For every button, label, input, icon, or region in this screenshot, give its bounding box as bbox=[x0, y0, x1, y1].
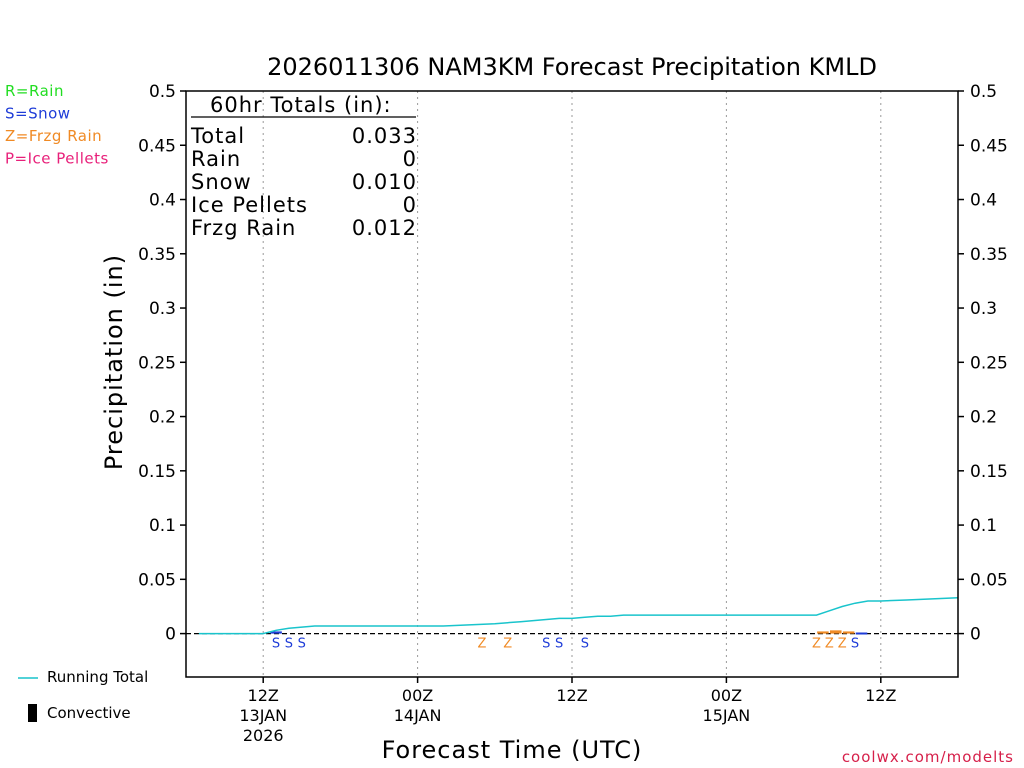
y-tick-label-left-8: 0.4 bbox=[149, 191, 176, 211]
x-tick-label-0-0: 12Z bbox=[248, 686, 279, 705]
ptype-legend-item-3: P=Ice Pellets bbox=[5, 150, 109, 168]
ptype-legend-item-0: R=Rain bbox=[5, 82, 64, 100]
y-tick-label-left-0: 0 bbox=[165, 625, 176, 645]
x-tick-label-1-1: 14JAN bbox=[394, 706, 442, 725]
y-tick-label-right-9: 0.45 bbox=[970, 136, 1008, 156]
totals-value-0: 0.033 bbox=[352, 124, 417, 148]
precip-bar-3 bbox=[842, 631, 855, 634]
ptype-mark-10: Z bbox=[838, 637, 847, 652]
y-tick-label-left-9: 0.45 bbox=[138, 136, 176, 156]
ptype-mark-11: S bbox=[851, 637, 859, 652]
y-tick-label-left-7: 0.35 bbox=[138, 245, 176, 265]
precip-bar-0 bbox=[270, 631, 282, 634]
ptype-mark-9: Z bbox=[825, 637, 834, 652]
totals-value-3: 0 bbox=[403, 193, 417, 217]
x-axis-label: Forecast Time (UTC) bbox=[382, 736, 643, 764]
ptype-mark-4: Z bbox=[503, 637, 512, 652]
totals-header: 60hr Totals (in): bbox=[210, 93, 392, 117]
precip-bar-1 bbox=[817, 631, 829, 634]
totals-label-0: Total bbox=[190, 124, 245, 148]
series-legend: Running Total Convective bbox=[18, 668, 148, 722]
x-tick-label-4-0: 12Z bbox=[865, 686, 896, 705]
totals-value-4: 0.012 bbox=[352, 216, 417, 240]
y-tick-label-right-4: 0.2 bbox=[970, 408, 997, 428]
y-tick-label-left-6: 0.3 bbox=[149, 299, 176, 319]
y-tick-label-left-1: 0.05 bbox=[138, 570, 176, 590]
y-axis-label: Precipitation (in) bbox=[100, 254, 128, 470]
y-tick-label-right-6: 0.3 bbox=[970, 299, 997, 319]
series-legend-label-1: Convective bbox=[47, 704, 131, 722]
totals-box: 60hr Totals (in): Total 0.033 Rain 0 Snow 0.01… bbox=[190, 93, 417, 240]
totals-label-4: Frzg Rain bbox=[191, 216, 296, 240]
y-tick-label-right-0: 0 bbox=[970, 625, 981, 645]
chart-title: 2026011306 NAM3KM Forecast Precipitation… bbox=[267, 53, 877, 81]
ptype-mark-1: S bbox=[285, 637, 293, 652]
series-legend-label-0: Running Total bbox=[47, 668, 148, 686]
x-tick-label-0-1: 13JAN bbox=[239, 706, 287, 725]
precip-bar-2 bbox=[829, 630, 842, 634]
precip-bar-4 bbox=[855, 632, 868, 635]
y-tick-label-left-4: 0.2 bbox=[149, 408, 176, 428]
series-line-running-total bbox=[198, 597, 959, 635]
totals-value-1: 0 bbox=[403, 147, 417, 171]
x-tick-label-3-0: 00Z bbox=[711, 686, 742, 705]
x-tick-label-3-1: 15JAN bbox=[703, 706, 751, 725]
ptype-legend-item-1: S=Snow bbox=[5, 105, 71, 123]
ptype-mark-0: S bbox=[272, 637, 280, 652]
y-axis-right: 0 0.05 0.1 0.15 0.2 0.25 0.3 0.35 0.4 0.45 0.5 bbox=[958, 82, 1008, 645]
precip-bars bbox=[270, 630, 868, 635]
ptype-mark-5: S bbox=[542, 637, 550, 652]
y-tick-label-left-2: 0.1 bbox=[149, 516, 176, 536]
legend-swatch-convective bbox=[28, 704, 37, 722]
credit-text: coolwx.com/modelts bbox=[842, 748, 1014, 766]
totals-label-2: Snow bbox=[191, 170, 252, 194]
totals-value-2: 0.010 bbox=[352, 170, 417, 194]
ptype-legend: R=Rain S=Snow Z=Frzg Rain P=Ice Pellets bbox=[5, 82, 109, 168]
totals-label-1: Rain bbox=[191, 147, 241, 171]
y-tick-label-right-8: 0.4 bbox=[970, 191, 997, 211]
y-axis-left: 0 0.05 0.1 0.15 0.2 0.25 0.3 0.35 0.4 0.45 0.5 bbox=[138, 82, 186, 645]
series-lines bbox=[198, 597, 959, 635]
y-tick-label-right-7: 0.35 bbox=[970, 245, 1008, 265]
x-tick-label-1-0: 00Z bbox=[402, 686, 433, 705]
ptype-mark-2: S bbox=[298, 637, 306, 652]
y-tick-label-right-2: 0.1 bbox=[970, 516, 997, 536]
y-tick-label-right-1: 0.05 bbox=[970, 570, 1008, 590]
y-tick-label-left-3: 0.15 bbox=[138, 462, 176, 482]
y-tick-label-right-10: 0.5 bbox=[970, 82, 997, 102]
y-tick-label-right-5: 0.25 bbox=[970, 353, 1008, 373]
ptype-legend-item-2: Z=Frzg Rain bbox=[5, 127, 102, 145]
ptype-mark-6: S bbox=[555, 637, 563, 652]
y-tick-label-right-3: 0.15 bbox=[970, 462, 1008, 482]
vertical-gridlines bbox=[262, 91, 882, 677]
y-tick-label-left-10: 0.5 bbox=[149, 82, 176, 102]
y-tick-label-left-5: 0.25 bbox=[138, 353, 176, 373]
ptype-mark-8: Z bbox=[812, 637, 821, 652]
ptype-mark-7: S bbox=[581, 637, 589, 652]
totals-label-3: Ice Pellets bbox=[191, 193, 308, 217]
x-tick-label-0-2: 2026 bbox=[243, 726, 284, 745]
x-tick-label-2-0: 12Z bbox=[556, 686, 587, 705]
ptype-mark-3: Z bbox=[477, 637, 486, 652]
